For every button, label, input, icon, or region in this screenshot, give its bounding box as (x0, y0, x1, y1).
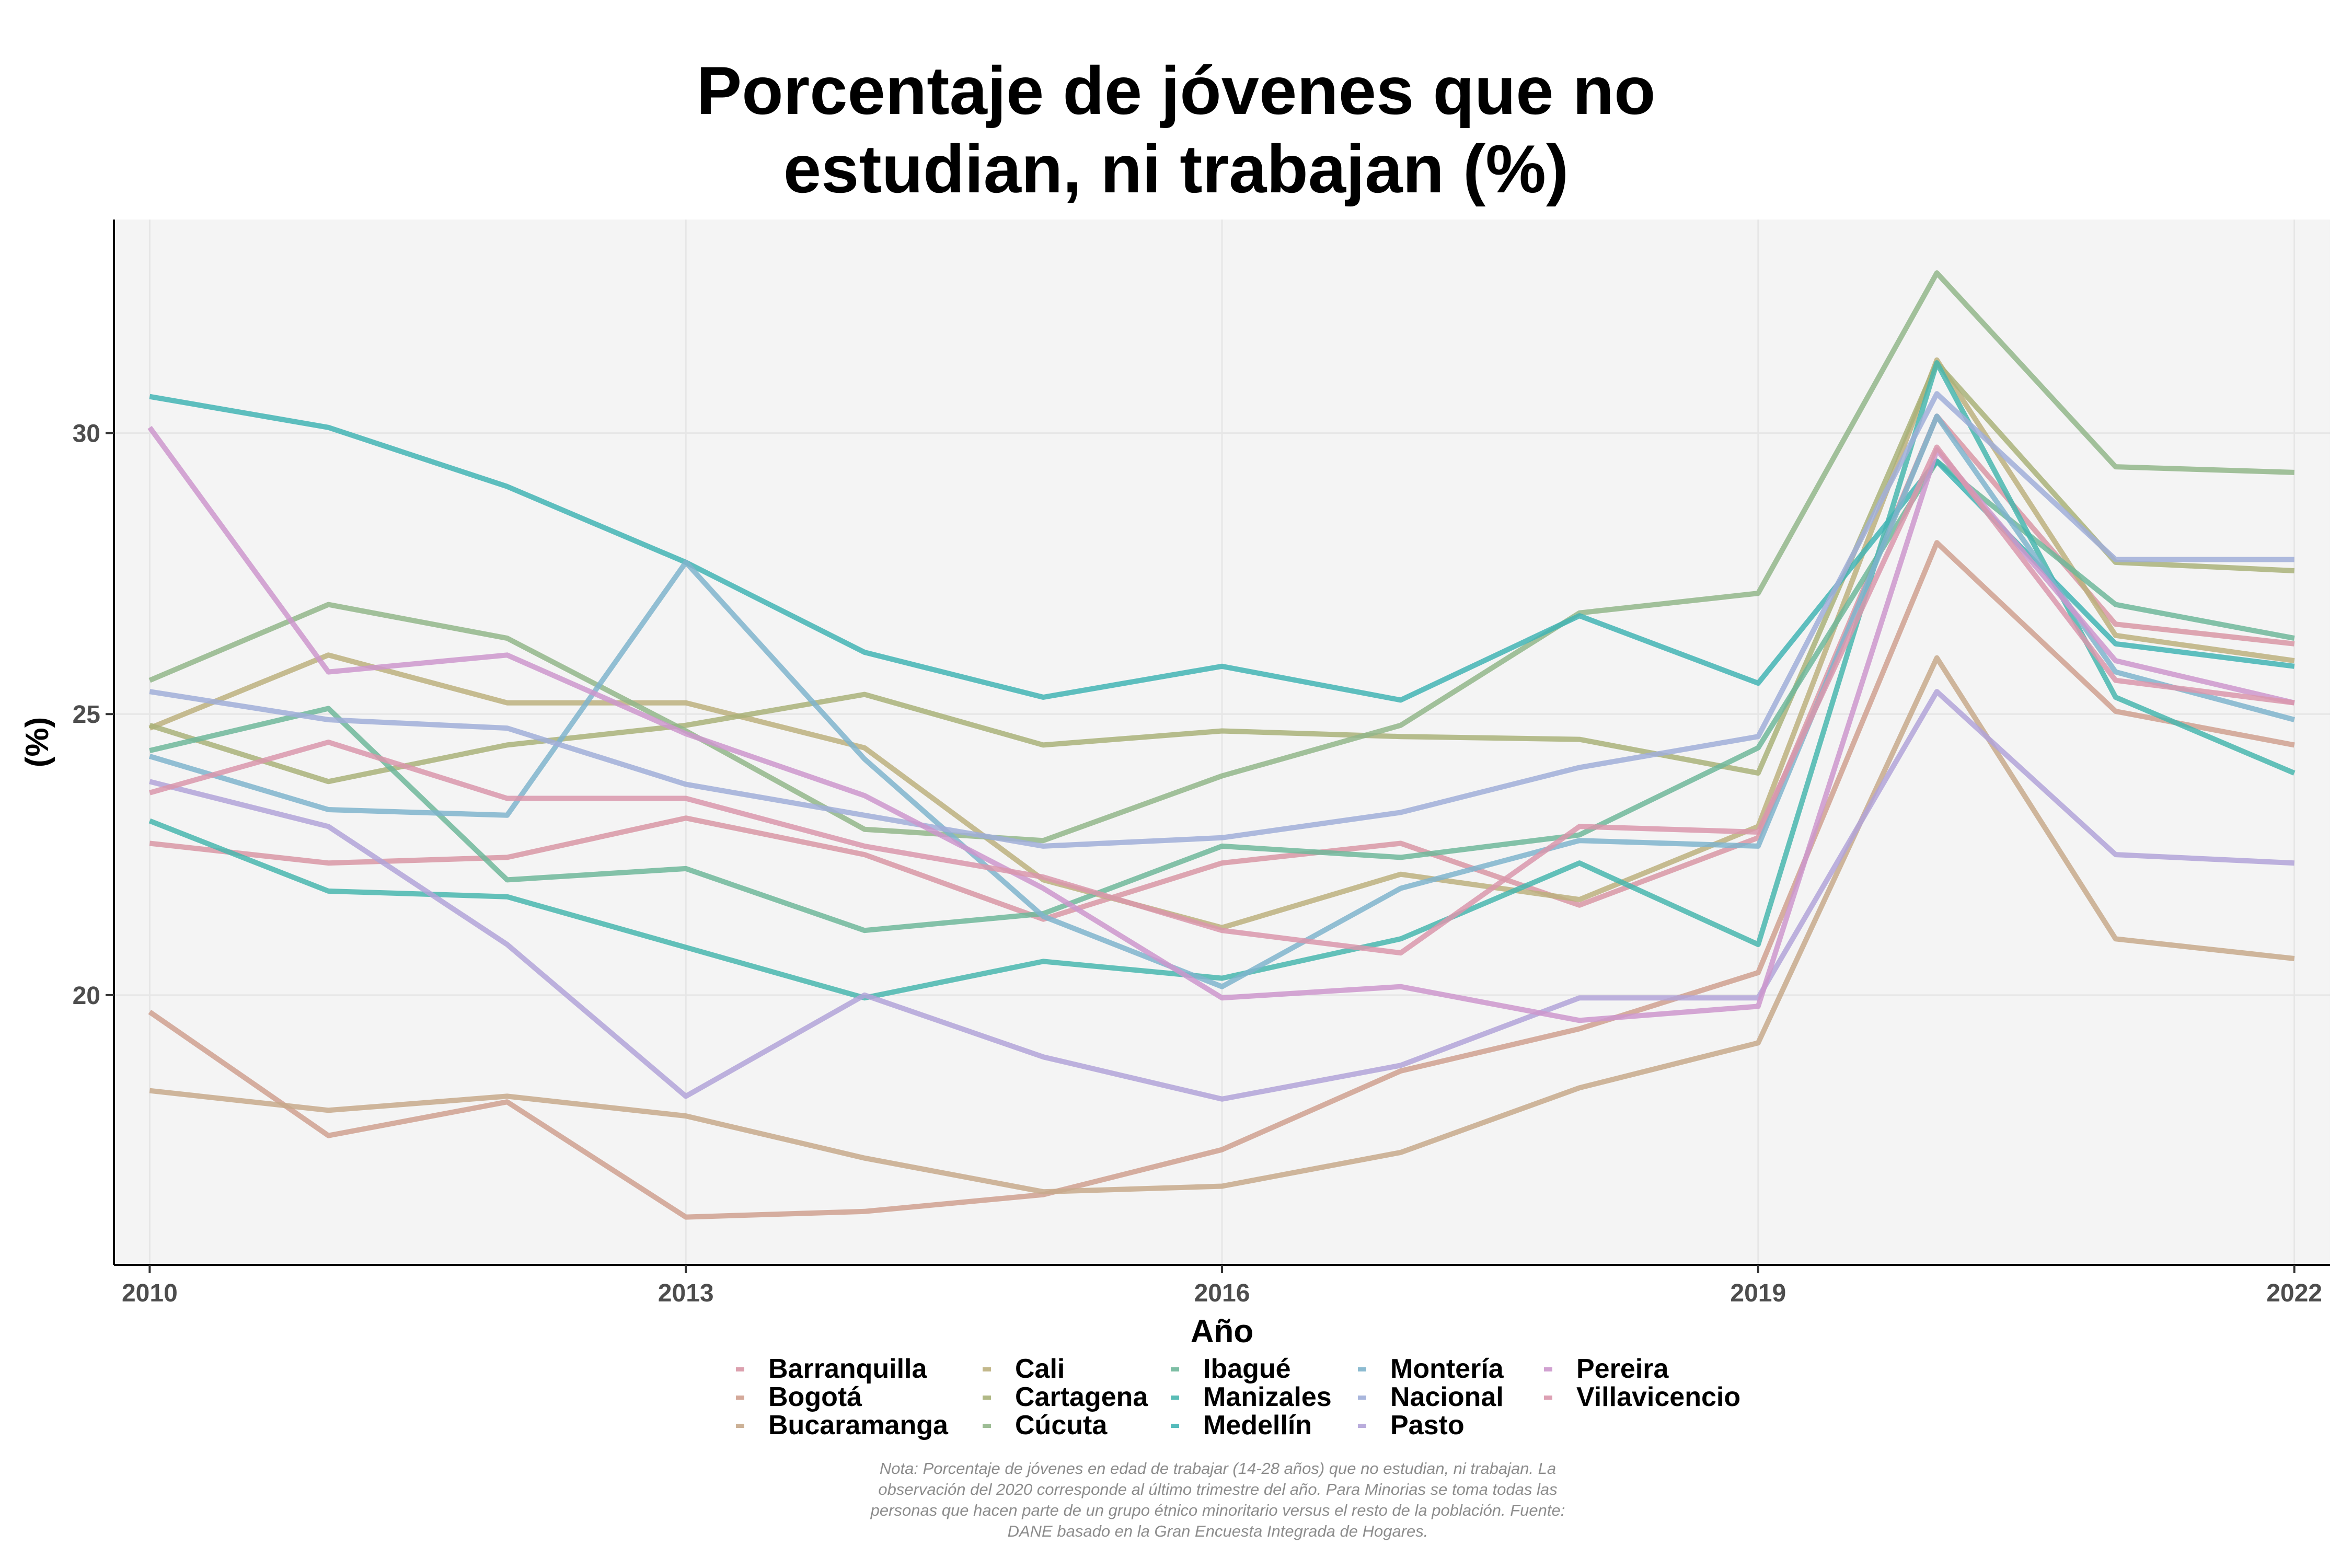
y-axis-ticks: 20 25 30 (73, 420, 114, 1010)
legend-label-pereira: Pereira (1576, 1354, 1669, 1384)
chart-title-line-2: estudian, ni trabajan (%) (783, 131, 1569, 207)
legend-item-bogota: Bogotá (736, 1382, 862, 1412)
legend-label-pasto: Pasto (1390, 1410, 1465, 1440)
legend-item-pereira: Pereira (1544, 1354, 1669, 1384)
series-line-cali (148, 357, 2295, 930)
legend-item-cartagena: Cartagena (983, 1382, 1148, 1412)
footnote-line-4: DANE basado en la Gran Encuesta Integrad… (1008, 1522, 1428, 1540)
series-line-medellin (149, 394, 2295, 703)
legend-label-cartagena: Cartagena (1015, 1382, 1148, 1412)
series-lines (147, 270, 2296, 1220)
series-line-manizales (148, 360, 2296, 1001)
series-line-bucaramanga (149, 655, 2295, 1195)
y-tick-label-20: 20 (73, 982, 100, 1010)
legend-item-barranquilla: Barranquilla (736, 1354, 927, 1384)
footnote: Nota: Porcentaje de jóvenes en edad de t… (870, 1459, 1565, 1540)
footnote-line-1: Nota: Porcentaje de jóvenes en edad de t… (880, 1459, 1556, 1478)
legend-item-cucuta: Cúcuta (983, 1410, 1108, 1440)
legend-item-ibague: Ibagué (1171, 1354, 1291, 1384)
chart-title-line-1: Porcentaje de jóvenes que no (697, 52, 1656, 129)
x-axis-title: Año (1191, 1313, 1254, 1350)
legend-item-manizales: Manizales (1171, 1382, 1332, 1412)
series-line-bogota (148, 540, 2295, 1220)
legend-label-ibague: Ibagué (1203, 1354, 1291, 1384)
series-line-nacional (149, 391, 2295, 849)
legend-item-villavicencio: Villavicencio (1544, 1382, 1740, 1412)
y-tick-label-30: 30 (73, 420, 100, 448)
legend-item-pasto: Pasto (1358, 1410, 1465, 1440)
x-tick-label-2022: 2022 (2266, 1279, 2322, 1307)
legend-item-bucaramanga: Bucaramanga (736, 1410, 949, 1440)
x-tick-label-2010: 2010 (122, 1279, 178, 1307)
x-axis-ticks: 2010 2013 2016 2019 2022 (122, 1265, 2322, 1307)
legend-label-cali: Cali (1015, 1354, 1065, 1384)
legend-label-bogota: Bogotá (768, 1382, 862, 1412)
legend-item-medellin: Medellín (1171, 1410, 1312, 1440)
legend-label-monteria: Montería (1390, 1354, 1504, 1384)
series-line-monteria (148, 413, 2295, 989)
legend-label-cucuta: Cúcuta (1015, 1410, 1108, 1440)
legend-label-barranquilla: Barranquilla (768, 1354, 927, 1384)
legend-item-nacional: Nacional (1358, 1382, 1504, 1412)
footnote-line-3: personas que hacen parte de un grupo étn… (870, 1501, 1565, 1519)
x-tick-label-2013: 2013 (658, 1279, 714, 1307)
legend-label-nacional: Nacional (1390, 1382, 1504, 1412)
chart-title: Porcentaje de jóvenes que no estudian, n… (697, 52, 1656, 207)
legend-item-cali: Cali (983, 1354, 1065, 1384)
legend-label-villavicencio: Villavicencio (1576, 1382, 1740, 1412)
legend-item-monteria: Montería (1358, 1354, 1504, 1384)
x-tick-label-2016: 2016 (1194, 1279, 1250, 1307)
series-line-pasto (149, 689, 2295, 1102)
y-tick-label-25: 25 (73, 701, 100, 729)
legend-label-medellin: Medellín (1203, 1410, 1312, 1440)
x-tick-label-2019: 2019 (1730, 1279, 1786, 1307)
series-line-cucuta (148, 270, 2295, 844)
series-line-villavicencio (149, 444, 2295, 956)
legend-label-bucaramanga: Bucaramanga (768, 1410, 949, 1440)
y-axis-title: (%) (19, 717, 55, 767)
legend-label-manizales: Manizales (1203, 1382, 1332, 1412)
footnote-line-2: observación del 2020 corresponde al últi… (878, 1480, 1557, 1498)
